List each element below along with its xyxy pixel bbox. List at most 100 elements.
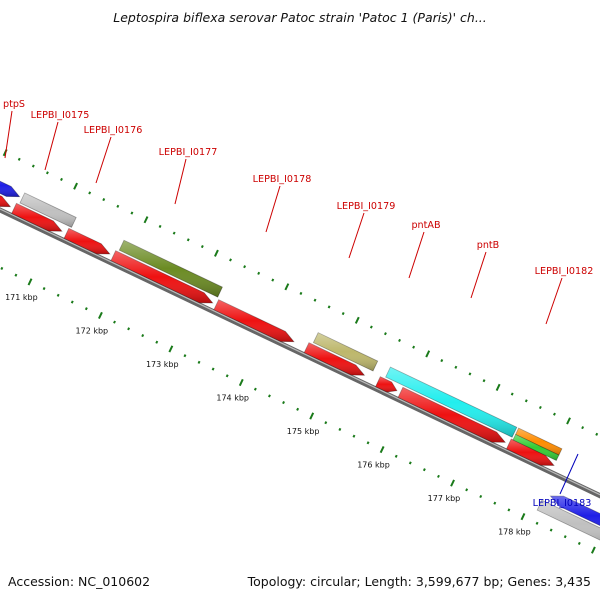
tick-mark xyxy=(366,441,370,445)
callout-line-pntab xyxy=(408,231,425,279)
tick-mark xyxy=(535,521,539,525)
tick-mark xyxy=(566,417,571,425)
tick-mark xyxy=(408,461,412,465)
tick-mark xyxy=(84,307,88,311)
khaki-box-lepbi-i0179-shading xyxy=(313,332,378,371)
tick-mark xyxy=(437,474,440,478)
outer-tick-dots xyxy=(2,149,599,436)
cyan-box-pntab-shading xyxy=(385,367,517,438)
gene-track xyxy=(0,180,600,541)
tick-mark xyxy=(440,358,444,363)
tick-mark xyxy=(327,305,331,309)
map-title: Leptospira biflexa serovar Patoc strain … xyxy=(113,10,487,25)
tick-mark xyxy=(45,171,49,175)
tick-mark xyxy=(42,287,46,291)
callout-line-lepbi-i0176 xyxy=(95,136,112,184)
tick-label-177: 177 kbp xyxy=(428,494,461,503)
grey-box-lepbi-i0175-shading xyxy=(20,193,77,228)
gene-label-lepbi-i0178: LEPBI_I0178 xyxy=(253,174,312,185)
tick-mark xyxy=(143,216,149,224)
tick-mark xyxy=(271,278,275,282)
tick-mark xyxy=(394,454,398,458)
tick-mark xyxy=(538,405,542,410)
callout-line-lepbi-i0182 xyxy=(545,277,563,325)
tick-mark xyxy=(88,191,92,195)
tick-mark xyxy=(454,365,458,369)
tick-label-174: 174 kbp xyxy=(216,394,249,403)
tick-mark xyxy=(186,238,190,242)
tick-mark xyxy=(14,273,18,277)
callout-line-lepbi-i0179 xyxy=(348,212,365,259)
tick-mark xyxy=(116,204,120,208)
tick-mark xyxy=(412,345,416,349)
tick-mark xyxy=(465,488,469,492)
tick-mark xyxy=(284,283,290,291)
gene-label-ptps: ptpS xyxy=(3,99,25,110)
tick-mark xyxy=(225,374,229,378)
callout-line-lepbi-i0178 xyxy=(265,185,281,233)
callout-line-lepbi-i0175 xyxy=(44,121,59,171)
tick-mark xyxy=(229,258,232,262)
axis-tick-labels: 171 kbp 172 kbp 173 kbp 174 kbp 175 kbp 176 k… xyxy=(5,293,531,537)
tick-mark xyxy=(268,394,271,398)
red-arrow-shading xyxy=(398,387,506,443)
tick-mark xyxy=(324,421,328,425)
tick-mark xyxy=(168,345,174,353)
tick-mark xyxy=(495,383,501,391)
tick-mark xyxy=(384,332,387,336)
tick-mark xyxy=(422,468,426,472)
tick-mark xyxy=(510,392,514,396)
backbone xyxy=(0,207,600,499)
tick-mark xyxy=(379,445,385,454)
tick-label-178: 178 kbp xyxy=(498,528,531,537)
tick-mark xyxy=(141,333,145,338)
backbone-line xyxy=(0,207,600,499)
callout-line-pntb xyxy=(470,251,487,299)
tick-mark xyxy=(493,501,497,505)
tick-mark xyxy=(299,291,303,296)
gene-label-pntb: pntB xyxy=(477,240,500,251)
tick-mark xyxy=(56,293,60,297)
tick-mark xyxy=(354,316,360,324)
tick-mark xyxy=(425,350,431,358)
topology-text: Topology: circular; Length: 3,599,677 bp… xyxy=(247,574,591,589)
callout-line-ptps xyxy=(4,110,13,159)
inner-tick-dots xyxy=(0,266,596,554)
tick-mark xyxy=(17,157,21,161)
blue-arrow-ptps-shading xyxy=(0,181,20,197)
tick-mark xyxy=(450,479,455,487)
red-arrow-shading xyxy=(111,250,213,303)
tick-label-172: 172 kbp xyxy=(76,326,109,335)
gene-labels: ptpS LEPBI_I0175 LEPBI_I0176 LEPBI_I0177 LEP… xyxy=(3,99,593,509)
tick-mark xyxy=(243,265,247,269)
tick-mark xyxy=(507,508,511,512)
tick-label-171: 171 kbp xyxy=(5,293,38,302)
blue-arrow-reverse-shading xyxy=(550,496,600,526)
tick-mark xyxy=(98,311,103,320)
tick-mark xyxy=(211,367,215,371)
tick-mark xyxy=(130,211,134,215)
callout-line-lepbi-i0183 xyxy=(559,453,579,495)
tick-mark xyxy=(577,541,581,546)
tick-mark xyxy=(197,360,201,364)
tick-mark xyxy=(102,198,106,202)
tick-label-175: 175 kbp xyxy=(287,427,320,436)
tick-mark xyxy=(31,164,35,168)
tick-mark xyxy=(155,340,159,344)
accession-text: Accession: NC_010602 xyxy=(8,574,151,589)
tick-mark xyxy=(282,401,285,405)
tick-mark xyxy=(482,379,486,383)
tick-mark xyxy=(172,231,176,235)
red-arrow-shading xyxy=(0,195,11,207)
gene-label-lepbi-i0176: LEPBI_I0176 xyxy=(84,125,143,136)
tick-mark xyxy=(479,494,483,499)
tick-mark xyxy=(341,312,345,316)
green-box-shading xyxy=(513,434,559,461)
red-arrow-shading xyxy=(304,342,365,376)
tick-mark xyxy=(524,399,528,403)
olive-box-lepbi-i0177-shading xyxy=(119,240,223,298)
tick-mark xyxy=(549,528,553,532)
tick-mark xyxy=(158,224,162,228)
tick-mark xyxy=(257,271,261,275)
